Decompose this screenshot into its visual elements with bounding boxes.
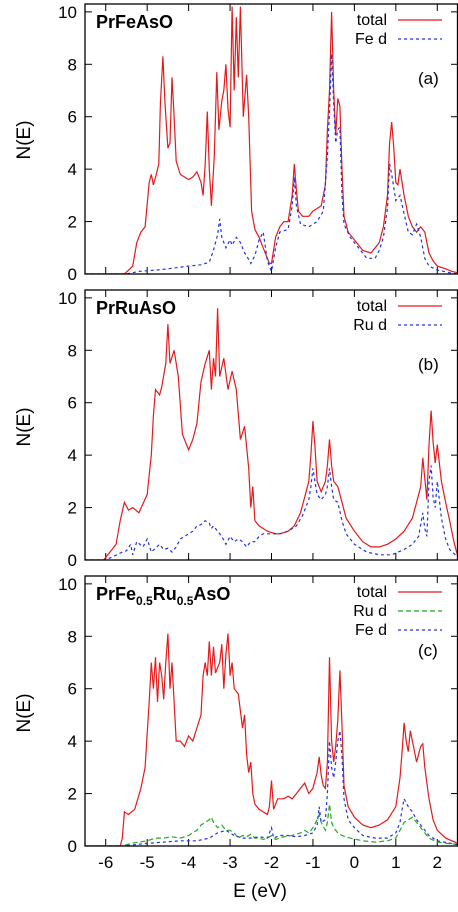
y-tick-label: 4 — [68, 160, 77, 179]
y-tick-label: 6 — [68, 108, 77, 127]
y-tick-label: 6 — [68, 394, 77, 413]
series-line — [85, 633, 458, 846]
dos-panel: 0 2 4 6 8 10 PrRuAsO (b) total Ru d — [58, 289, 458, 570]
y-tick-label: 4 — [68, 732, 77, 751]
legend-label: Fe d — [355, 622, 387, 639]
y-tick-label: 10 — [58, 289, 77, 308]
series-line — [85, 53, 458, 274]
title-part: Ru — [153, 584, 177, 604]
y-axis-label-b: N(E) — [14, 407, 35, 446]
legend-label: Ru d — [353, 603, 387, 620]
x-tick-label: -1 — [305, 853, 320, 872]
legend-label: Fe d — [355, 31, 387, 48]
series-line — [85, 6, 458, 274]
plot-frame — [84, 575, 458, 847]
title-part: AsO — [193, 584, 230, 604]
y-tick-label: 2 — [68, 213, 77, 232]
y-tick-label: 8 — [68, 341, 77, 360]
y-tick-label: 0 — [68, 837, 77, 856]
series-line — [85, 308, 458, 560]
x-axis-label: E (eV) — [233, 881, 287, 902]
x-tick-label: -2 — [264, 853, 279, 872]
y-axis-label-c: N(E) — [14, 693, 35, 732]
y-tick-label: 10 — [58, 575, 77, 594]
x-tick-label: 0 — [350, 853, 359, 872]
panel-label: (a) — [418, 69, 439, 88]
plot-frame — [84, 289, 458, 561]
legend-label: total — [357, 12, 387, 29]
y-tick-label: 4 — [68, 446, 77, 465]
panel-label: (c) — [418, 641, 438, 660]
dos-panel: 0 2 4 6 8 10 PrFeAsO (a) total Fe d — [58, 3, 458, 284]
x-tick-label: -3 — [222, 853, 237, 872]
y-tick-label: 6 — [68, 680, 77, 699]
y-tick-label: 10 — [58, 3, 77, 22]
panel-label: (b) — [418, 355, 439, 374]
panel-title: PrFeAsO — [96, 12, 173, 32]
y-tick-label: 0 — [68, 265, 77, 284]
series-line — [85, 804, 458, 846]
x-tick-label: -4 — [181, 853, 196, 872]
panel-title: PrFe0.5Ru0.5AsO — [96, 584, 230, 608]
y-tick-label: 8 — [68, 55, 77, 74]
y-tick-label: 8 — [68, 627, 77, 646]
legend-label: total — [357, 298, 387, 315]
y-tick-label: 2 — [68, 785, 77, 804]
title-subscript: 0.5 — [177, 594, 194, 608]
x-tick-label: 2 — [433, 853, 442, 872]
legend-label: Ru d — [353, 317, 387, 334]
title-subscript: 0.5 — [136, 594, 153, 608]
dos-panel: 0 2 4 6 8 10 -6 -5 -4 -3 -2 -1 0 1 2 PrFe0.5Ru0.5AsO (c)… — [58, 575, 458, 872]
y-tick-label: 0 — [68, 551, 77, 570]
series-line — [85, 465, 458, 560]
x-tick-label: -6 — [98, 853, 113, 872]
x-tick-label: -5 — [140, 853, 155, 872]
panel-title: PrRuAsO — [96, 298, 176, 318]
legend-label: total — [357, 584, 387, 601]
y-axis-label-a: N(E) — [14, 120, 35, 159]
y-tick-label: 2 — [68, 499, 77, 518]
series-line — [85, 730, 458, 846]
x-tick-label: 1 — [391, 853, 400, 872]
